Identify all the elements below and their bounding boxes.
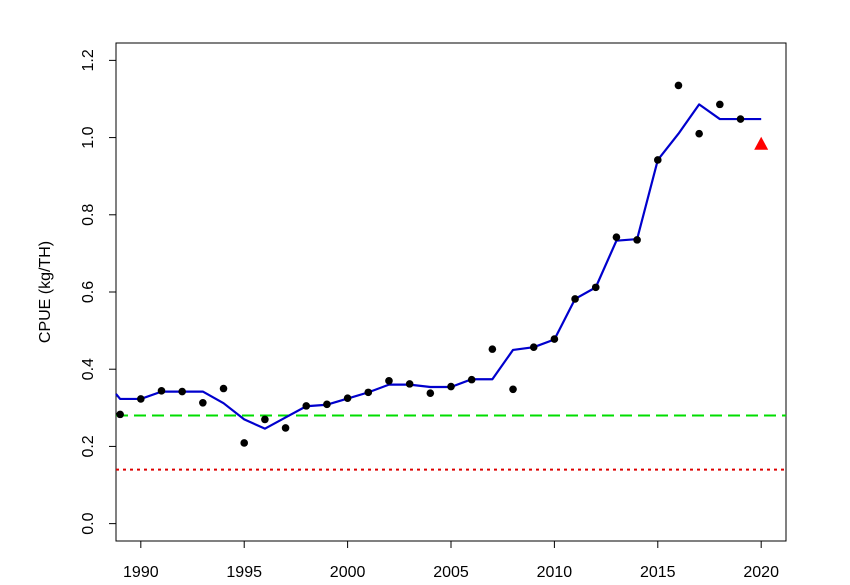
y-tick-label-0.6: 0.6 [80, 281, 97, 303]
data-point-2009 [529, 343, 538, 352]
data-point-1999 [323, 400, 331, 409]
y-tick-label-0.8: 0.8 [80, 204, 97, 226]
data-point-2013 [612, 233, 621, 241]
y-tick-label-0.4: 0.4 [80, 358, 97, 380]
data-point-2006 [467, 375, 476, 384]
y-tick-label-1.2: 1.2 [80, 49, 97, 71]
data-point-1997 [281, 424, 290, 432]
data-point-1996 [261, 415, 269, 424]
data-point-2014 [633, 236, 641, 244]
data-point-1995 [240, 439, 249, 447]
x-axis: 1990 1995 2000 2005 2010 2015 2020 [123, 541, 779, 581]
data-point-1993 [199, 398, 207, 407]
x-tick-label-2020: 2020 [743, 564, 779, 581]
data-point-1994 [219, 384, 228, 393]
data-points-layer [116, 81, 745, 447]
data-point-2017 [695, 129, 703, 138]
data-point-2018 [716, 100, 724, 109]
data-point-2016 [674, 81, 683, 90]
data-point-2012 [591, 283, 600, 292]
data-point-2008 [509, 385, 517, 394]
data-point-1992 [178, 387, 186, 396]
prediction-triangle-2020 [754, 136, 769, 150]
x-tick-label-2000: 2000 [330, 564, 366, 581]
data-point-1998 [302, 402, 311, 410]
data-point-2000 [343, 394, 352, 402]
fitted-line-layer [115, 103, 762, 430]
y-axis-title: CPUE (kg/TH) [37, 241, 54, 343]
data-point-2005 [447, 382, 455, 391]
x-tick-label-2005: 2005 [433, 564, 469, 581]
reference-lines [116, 414, 786, 471]
x-tick-label-2010: 2010 [537, 564, 573, 581]
y-tick-label-0.0: 0.0 [80, 512, 97, 534]
x-tick-label-1990: 1990 [123, 564, 159, 581]
prediction-marker-layer [754, 136, 769, 150]
data-point-1990 [137, 395, 145, 403]
plot-frame [115, 42, 787, 542]
fitted-trend-line [115, 103, 762, 430]
data-point-2004 [426, 389, 435, 397]
data-point-1989 [116, 410, 124, 419]
y-tick-label-1.0: 1.0 [80, 126, 97, 148]
data-point-2001 [364, 388, 373, 397]
data-point-2003 [405, 380, 414, 388]
x-tick-label-2015: 2015 [640, 564, 676, 581]
x-tick-label-1995: 1995 [226, 564, 262, 581]
data-point-1991 [157, 387, 166, 395]
data-point-2019 [736, 115, 745, 123]
data-point-2002 [385, 376, 393, 385]
y-tick-label-0.2: 0.2 [80, 435, 97, 457]
data-point-2015 [653, 156, 662, 164]
data-point-2010 [550, 335, 559, 343]
data-point-2011 [571, 295, 579, 303]
y-axis: 0.0 0.2 0.4 0.6 0.8 1.0 1.2 [80, 49, 116, 535]
data-point-2007 [488, 345, 497, 353]
